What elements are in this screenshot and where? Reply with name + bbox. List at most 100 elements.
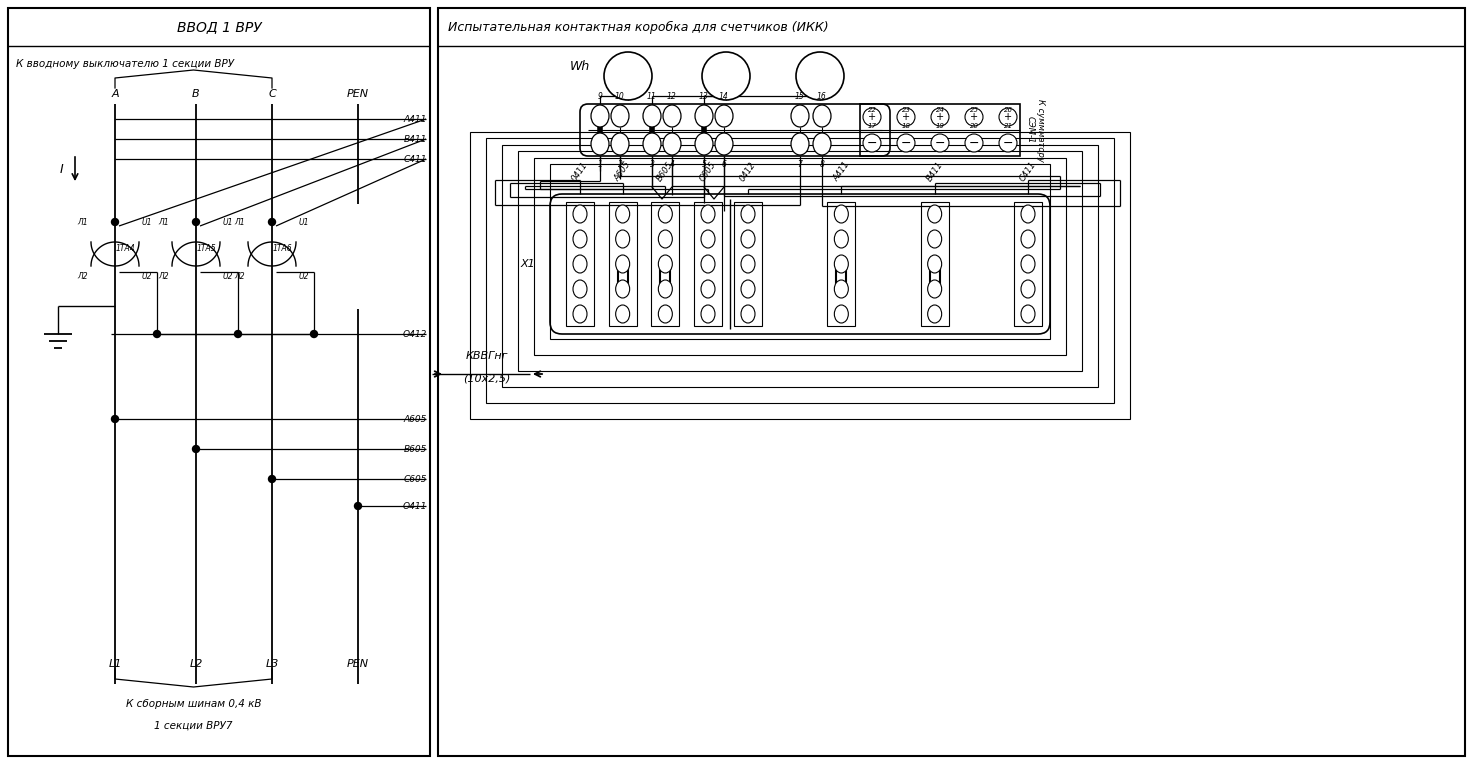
Text: −: − <box>969 137 980 150</box>
Text: А605: А605 <box>613 160 632 183</box>
Text: 1ТА5: 1ТА5 <box>196 244 217 252</box>
Text: U1: U1 <box>141 218 152 226</box>
Ellipse shape <box>644 133 661 155</box>
Ellipse shape <box>741 280 756 298</box>
Ellipse shape <box>928 255 941 273</box>
Ellipse shape <box>573 205 588 223</box>
Ellipse shape <box>658 255 672 273</box>
Text: U2: U2 <box>299 271 309 280</box>
Ellipse shape <box>701 305 714 323</box>
Text: Испытательная контактная коробка для счетчиков (ИКК): Испытательная контактная коробка для сче… <box>448 21 829 34</box>
Ellipse shape <box>658 230 672 248</box>
Text: U2: U2 <box>222 271 233 280</box>
Ellipse shape <box>701 280 714 298</box>
Text: 12: 12 <box>667 92 678 101</box>
Text: КВВГнг: КВВГнг <box>465 351 508 361</box>
Text: В411: В411 <box>404 134 427 144</box>
Text: 2: 2 <box>617 160 623 169</box>
Text: С605: С605 <box>404 474 427 484</box>
Text: А411: А411 <box>404 115 427 124</box>
Text: 26: 26 <box>1003 107 1012 113</box>
Text: I: I <box>60 163 63 176</box>
Text: 16: 16 <box>818 92 826 101</box>
Text: C: C <box>268 89 275 99</box>
Circle shape <box>931 134 949 152</box>
Ellipse shape <box>741 255 756 273</box>
Ellipse shape <box>611 105 629 127</box>
Text: 13: 13 <box>700 92 709 101</box>
Text: С605: С605 <box>698 160 717 183</box>
Text: −: − <box>866 137 878 150</box>
Circle shape <box>965 108 982 126</box>
Ellipse shape <box>1021 205 1036 223</box>
Text: L1: L1 <box>109 659 122 669</box>
Text: К суммматору
СЭМ-1: К суммматору СЭМ-1 <box>1025 99 1044 161</box>
Circle shape <box>112 416 118 422</box>
Text: +: + <box>901 112 910 122</box>
Text: −: − <box>935 137 946 150</box>
Ellipse shape <box>611 133 629 155</box>
Text: +: + <box>1005 112 1012 122</box>
Text: О411: О411 <box>402 501 427 510</box>
Circle shape <box>112 219 118 225</box>
Ellipse shape <box>644 105 661 127</box>
Text: 8: 8 <box>819 160 825 169</box>
Ellipse shape <box>714 133 734 155</box>
Ellipse shape <box>834 255 848 273</box>
Text: Л1: Л1 <box>234 218 246 226</box>
Circle shape <box>193 445 199 452</box>
Circle shape <box>999 108 1016 126</box>
Ellipse shape <box>834 205 848 223</box>
Text: PEN: PEN <box>348 659 370 669</box>
Text: 1ТА6: 1ТА6 <box>273 244 292 252</box>
Ellipse shape <box>591 105 608 127</box>
Text: Л2: Л2 <box>234 271 246 280</box>
Circle shape <box>153 331 161 338</box>
Ellipse shape <box>741 305 756 323</box>
Ellipse shape <box>658 305 672 323</box>
Text: 19: 19 <box>935 123 944 129</box>
Circle shape <box>863 134 881 152</box>
Text: 4: 4 <box>670 160 675 169</box>
Ellipse shape <box>573 280 588 298</box>
Ellipse shape <box>616 230 629 248</box>
Text: U2: U2 <box>141 271 152 280</box>
Circle shape <box>965 134 982 152</box>
Text: 0412: 0412 <box>738 160 757 183</box>
Ellipse shape <box>1021 305 1036 323</box>
Circle shape <box>604 52 653 100</box>
Ellipse shape <box>573 230 588 248</box>
Circle shape <box>795 52 844 100</box>
Text: 21: 21 <box>1003 123 1012 129</box>
Text: Х1: Х1 <box>520 259 535 269</box>
Text: A: A <box>110 89 119 99</box>
Text: B: B <box>191 89 200 99</box>
Text: 5: 5 <box>701 160 707 169</box>
Text: О412: О412 <box>402 329 427 338</box>
Text: 15: 15 <box>795 92 804 101</box>
Circle shape <box>897 134 915 152</box>
Ellipse shape <box>791 105 809 127</box>
Text: Л2: Л2 <box>78 271 88 280</box>
Text: L2: L2 <box>190 659 203 669</box>
Text: С411: С411 <box>1018 160 1038 183</box>
Text: U1: U1 <box>222 218 233 226</box>
Text: ВВОД 1 ВРУ: ВВОД 1 ВРУ <box>177 20 261 34</box>
Ellipse shape <box>741 205 756 223</box>
Text: 1: 1 <box>598 160 602 169</box>
Ellipse shape <box>663 105 681 127</box>
Text: 3: 3 <box>650 160 654 169</box>
Ellipse shape <box>658 205 672 223</box>
Text: В411: В411 <box>925 160 944 183</box>
Circle shape <box>355 503 361 510</box>
Circle shape <box>999 134 1016 152</box>
Text: −: − <box>901 137 912 150</box>
Ellipse shape <box>701 230 714 248</box>
Text: +: + <box>935 112 944 122</box>
Ellipse shape <box>928 205 941 223</box>
Text: В605: В605 <box>655 160 675 183</box>
Text: (10х2,5): (10х2,5) <box>464 373 511 383</box>
Text: 18: 18 <box>901 123 910 129</box>
Text: L3: L3 <box>265 659 278 669</box>
Text: 24: 24 <box>935 107 944 113</box>
